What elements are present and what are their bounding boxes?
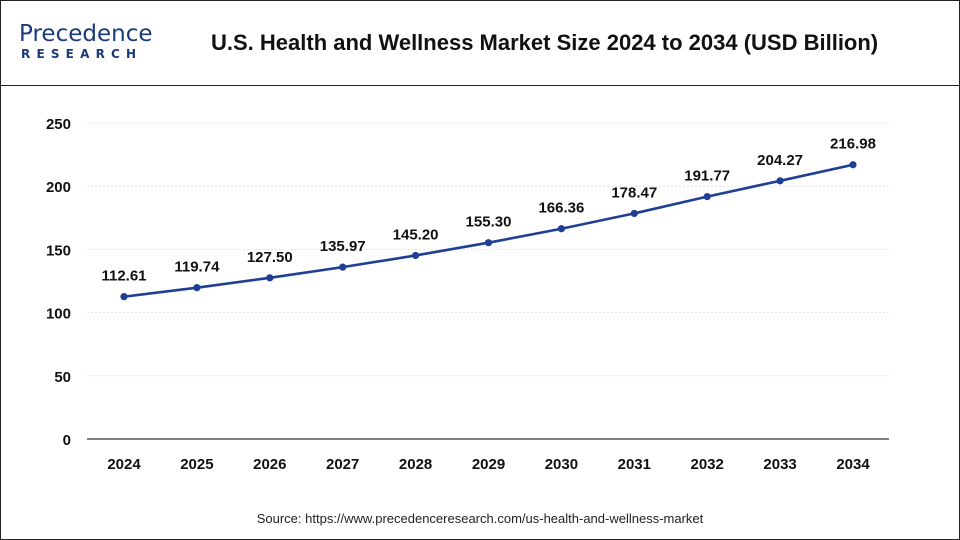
source-note: Source: https://www.precedenceresearch.c…: [256, 511, 704, 526]
x-tick-label: 2024: [107, 456, 141, 473]
x-tick-label: 2027: [326, 456, 359, 473]
data-label: 155.30: [466, 214, 512, 231]
x-tick-label: 2026: [253, 456, 286, 473]
x-tick-label: 2032: [691, 456, 724, 473]
y-tick-label: 250: [46, 116, 71, 133]
y-tick-label: 150: [46, 242, 71, 259]
data-label: 127.50: [247, 249, 293, 266]
x-tick-label: 2028: [399, 456, 432, 473]
data-point: [776, 177, 784, 185]
line-chart: 0 50 100 150 200 250 2024 2025 2026 2027 2028 2029 2…: [46, 116, 889, 473]
data-point: [630, 209, 638, 218]
data-label: 178.47: [611, 184, 657, 201]
data-point: [266, 274, 274, 282]
axes: 0 50 100 150 200 250 2024 2025 2026 2027 2028 2029 2…: [46, 116, 889, 473]
data-labels: 112.61 119.74 127.50 135.97 145.20 155.30 166.…: [101, 136, 875, 285]
data-point: [703, 193, 711, 201]
x-tick-label: 2033: [763, 456, 796, 473]
data-label: 166.36: [538, 200, 584, 217]
data-label: 191.77: [684, 168, 730, 185]
header: Precedence RESEARCH U.S. Health and Well…: [1, 1, 959, 86]
data-point: [849, 161, 857, 169]
x-tick-label: 2030: [545, 456, 578, 473]
data-point: [557, 225, 566, 233]
data-point: [484, 239, 493, 247]
chart-title: U.S. Health and Wellness Market Size 202…: [211, 30, 879, 55]
data-point: [412, 251, 420, 260]
data-points: [120, 161, 857, 301]
data-point: [339, 263, 347, 271]
x-tick-label: 2034: [836, 456, 870, 473]
data-point: [193, 284, 201, 292]
y-tick-label: 0: [63, 432, 71, 449]
y-tick-label: 100: [46, 306, 71, 323]
data-label: 112.61: [101, 268, 146, 285]
x-tick-label: 2029: [472, 456, 505, 473]
x-tick-label: 2031: [618, 456, 651, 473]
logo-subtitle: RESEARCH: [21, 47, 143, 61]
data-point: [120, 293, 128, 301]
data-label: 135.97: [320, 238, 366, 255]
logo-wordmark: Precedence: [19, 21, 153, 47]
data-label: 204.27: [757, 152, 803, 169]
brand-logo: Precedence RESEARCH: [19, 21, 169, 65]
data-label: 145.20: [393, 226, 439, 243]
data-label: 216.98: [830, 136, 876, 153]
data-label: 119.74: [174, 259, 220, 276]
y-tick-label: 200: [46, 179, 71, 196]
y-tick-label: 50: [54, 369, 71, 386]
x-tick-label: 2025: [180, 456, 213, 473]
